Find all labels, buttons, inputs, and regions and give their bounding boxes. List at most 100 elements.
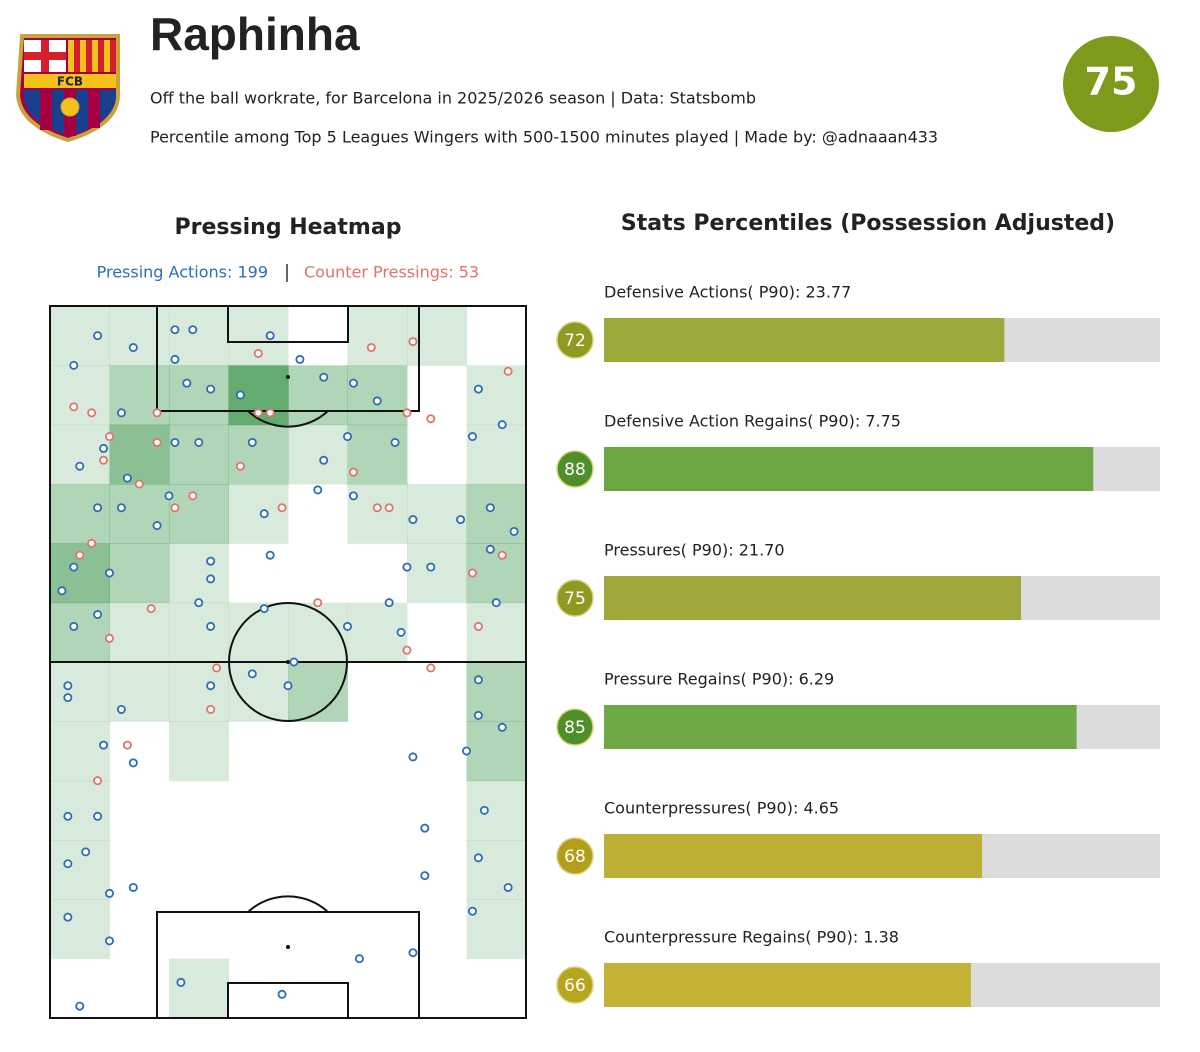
heat-cell [169, 958, 229, 1019]
press-point [63, 681, 73, 691]
heat-cell [109, 484, 170, 544]
press-point [99, 455, 109, 465]
press-point [63, 859, 73, 869]
heat-cell [407, 484, 467, 544]
heat-cell [407, 662, 467, 722]
heat-cell [466, 602, 527, 663]
bar [604, 576, 1021, 620]
heat-cell [109, 602, 170, 663]
press-point [116, 408, 126, 418]
pitch-line [227, 982, 349, 1019]
press-point [491, 598, 501, 608]
press-point [253, 408, 263, 418]
press-point [116, 503, 126, 513]
pitch-line [247, 410, 329, 428]
heat-cell [466, 365, 527, 426]
heat-cell [348, 959, 408, 1019]
percentile-value: 68 [564, 847, 586, 867]
press-point [170, 354, 180, 364]
press-point [247, 669, 257, 679]
press-point [426, 663, 436, 673]
press-point [170, 325, 180, 335]
heat-cell [110, 781, 170, 841]
press-point [408, 515, 418, 525]
press-point [348, 491, 358, 501]
press-point [473, 675, 483, 685]
heat-cell [288, 721, 348, 781]
press-point [497, 420, 507, 430]
press-point [426, 562, 436, 572]
press-point [63, 811, 73, 821]
press-point [99, 443, 109, 453]
bar [604, 447, 1094, 491]
heat-cell [407, 603, 467, 663]
press-point [75, 461, 85, 471]
player-name: Raphinha [150, 8, 360, 60]
press-point [206, 704, 216, 714]
bar-label: Defensive Actions( P90): 23.77 [604, 283, 851, 302]
press-point [152, 437, 162, 447]
heat-cell [50, 662, 110, 722]
press-point [265, 331, 275, 341]
heat-cell [348, 840, 408, 900]
press-point [182, 378, 192, 388]
heat-cell [228, 662, 289, 722]
press-point [122, 740, 132, 750]
press-point [319, 372, 329, 382]
press-point [277, 503, 287, 513]
heat-cell [467, 959, 527, 1019]
press-point [473, 384, 483, 394]
heat-cell [466, 780, 527, 841]
percentile-value: 88 [564, 460, 586, 480]
press-point [456, 515, 466, 525]
press-point [105, 432, 115, 442]
heat-cell [228, 484, 289, 544]
press-point [81, 847, 91, 857]
press-point [342, 621, 352, 631]
heat-cell [348, 721, 408, 781]
press-point [93, 331, 103, 341]
press-point [390, 437, 400, 447]
press-point [259, 604, 269, 614]
heat-cell [50, 780, 110, 841]
heat-cell [407, 840, 467, 900]
heat-cell [229, 840, 289, 900]
press-point [265, 550, 275, 560]
press-point [206, 621, 216, 631]
press-point [509, 526, 519, 536]
press-point [176, 977, 186, 987]
heat-cell [50, 840, 110, 900]
percentile-value: 85 [564, 718, 586, 738]
subtitle: Off the ball workrate, for Barcelona in … [150, 89, 756, 108]
heat-cell [288, 959, 348, 1019]
press-point [408, 948, 418, 958]
press-point [473, 621, 483, 631]
press-point [93, 811, 103, 821]
press-point [467, 432, 477, 442]
press-point [188, 325, 198, 335]
press-point [235, 461, 245, 471]
heat-cell [229, 899, 289, 959]
heat-cell [50, 424, 110, 485]
heat-cell [347, 306, 408, 366]
press-point [69, 562, 79, 572]
press-point [164, 491, 174, 501]
heat-cell [109, 543, 170, 604]
press-point [206, 681, 216, 691]
pitch-spot [286, 375, 290, 379]
heat-cell [110, 899, 170, 959]
heat-cell [347, 365, 408, 426]
bar [604, 834, 983, 878]
pitch-spot [286, 660, 290, 664]
press-point [313, 598, 323, 608]
percentile-badge [556, 450, 594, 488]
press-point [69, 402, 79, 412]
press-point [420, 871, 430, 881]
press-point [384, 503, 394, 513]
bar [604, 705, 1077, 749]
heat-cell [169, 484, 229, 544]
press-point [152, 408, 162, 418]
heat-cell [229, 959, 289, 1019]
percentile-value: 66 [564, 976, 586, 996]
